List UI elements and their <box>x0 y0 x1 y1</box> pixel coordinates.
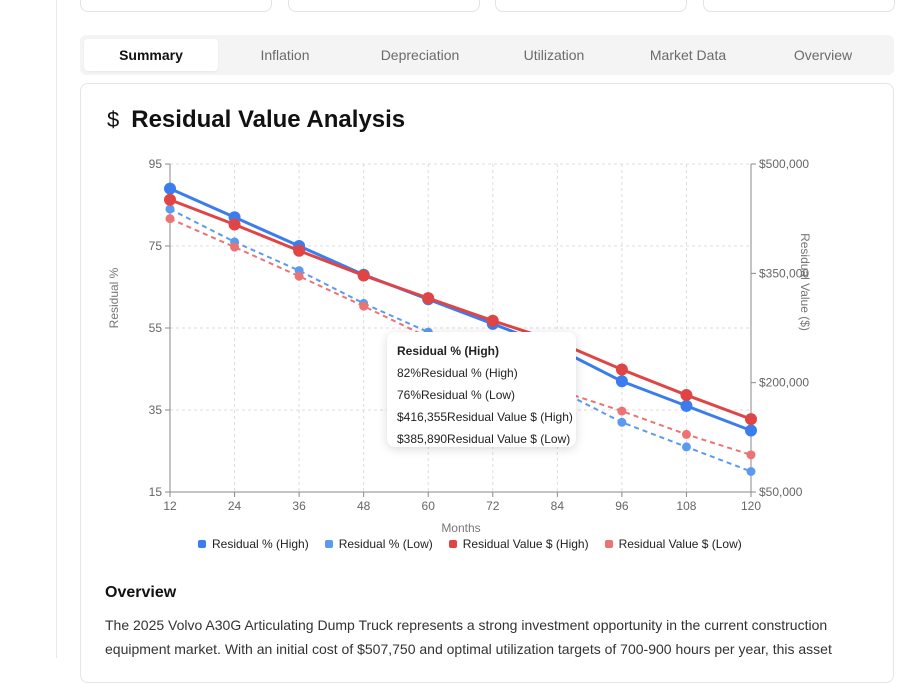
tab-summary[interactable]: Summary <box>84 39 218 71</box>
data-point <box>357 269 370 282</box>
data-point <box>680 389 693 402</box>
stat-card <box>703 0 895 12</box>
data-point <box>422 292 435 305</box>
card-title-text: Residual Value Analysis <box>131 106 406 133</box>
x-tick-label: 120 <box>741 499 761 513</box>
stat-card <box>495 0 687 12</box>
tooltip-title: Residual % (High) <box>397 344 500 358</box>
data-point <box>486 314 499 327</box>
tooltip-row: 82%Residual % (High) <box>397 366 518 380</box>
tooltip-row: $416,355Residual Value $ (High) <box>397 410 573 424</box>
x-tick-label: 84 <box>551 499 565 513</box>
x-tick-label: 12 <box>163 499 177 513</box>
data-point <box>230 242 240 252</box>
legend-swatch <box>448 540 457 548</box>
dollar-icon: $ <box>107 107 120 132</box>
overview-title: Overview <box>105 584 177 601</box>
x-tick-label: 96 <box>615 499 629 513</box>
y-left-tick-label: 35 <box>149 403 163 417</box>
legend-item[interactable]: Residual Value $ (Low) <box>604 536 742 552</box>
data-point <box>293 244 306 257</box>
tooltip-row: $385,890Residual Value $ (Low) <box>397 432 571 446</box>
data-point <box>615 363 628 376</box>
data-point <box>359 301 369 311</box>
tab-depreciation[interactable]: Depreciation <box>380 47 460 63</box>
data-point <box>165 214 175 224</box>
y-right-tick-label: $350,000 <box>759 266 809 280</box>
y-right-tick-label: $50,000 <box>759 485 803 499</box>
data-point <box>617 417 627 427</box>
chart-legend: Residual % (High) Residual % (Low) Residua… <box>198 536 758 552</box>
legend-item[interactable]: Residual Value $ (High) <box>448 536 589 552</box>
tab-bar: Summary Inflation Depreciation Utilizati… <box>80 35 894 75</box>
legend-item[interactable]: Residual % (High) <box>198 536 309 552</box>
tooltip-row: 76%Residual % (Low) <box>397 388 516 402</box>
x-tick-label: 108 <box>676 499 696 513</box>
legend-label: Residual % (Low) <box>338 537 433 551</box>
stat-card <box>80 0 272 12</box>
chart-tooltip: Residual % (High) 82%Residual % (High) 7… <box>387 332 576 447</box>
data-point <box>165 204 175 214</box>
data-point <box>681 442 691 452</box>
y-left-tick-label: 75 <box>149 239 163 253</box>
data-point <box>745 424 757 437</box>
data-point <box>746 450 756 460</box>
legend-item[interactable]: Residual % (Low) <box>324 536 433 552</box>
x-tick-label: 48 <box>357 499 371 513</box>
data-point <box>164 182 176 195</box>
data-point <box>680 399 693 412</box>
legend-swatch <box>604 540 613 548</box>
y-right-axis-label: Residual Value ($) <box>798 233 812 331</box>
overview-text: The 2025 Volvo A30G Articulating Dump Tr… <box>105 617 832 657</box>
x-tick-label: 36 <box>292 499 306 513</box>
data-point <box>617 406 627 416</box>
series-line-2 <box>169 198 752 421</box>
y-left-tick-label: 55 <box>149 321 163 335</box>
legend-label: Residual Value $ (High) <box>462 537 589 551</box>
series-line-1 <box>169 208 752 473</box>
y-right-tick-label: $500,000 <box>759 157 809 171</box>
tab-overview[interactable]: Overview <box>793 47 853 63</box>
data-point <box>681 429 691 439</box>
tab-inflation[interactable]: Inflation <box>260 47 310 63</box>
y-left-tick-label: 95 <box>149 157 163 171</box>
tab-utilization[interactable]: Utilization <box>523 47 585 63</box>
y-left-tick-label: 15 <box>149 485 163 499</box>
stat-card <box>288 0 480 12</box>
tab-market-data[interactable]: Market Data <box>649 47 727 63</box>
data-point <box>228 218 241 231</box>
data-point <box>746 467 756 476</box>
series-line-0 <box>169 187 752 432</box>
legend-swatch <box>324 540 333 548</box>
data-point <box>294 271 304 281</box>
legend-label: Residual % (High) <box>212 537 309 551</box>
legend-swatch <box>198 540 206 548</box>
data-point <box>615 375 628 388</box>
legend-label: Residual Value $ (Low) <box>618 537 742 551</box>
x-tick-label: 24 <box>228 499 242 513</box>
data-point <box>164 193 176 206</box>
y-left-axis-label: Residual % <box>107 267 121 328</box>
card-title: $ Residual Value Analysis <box>107 106 405 134</box>
x-tick-label: 72 <box>486 499 500 513</box>
x-axis-label: Months <box>441 521 480 535</box>
data-point <box>745 413 757 426</box>
y-right-tick-label: $200,000 <box>759 376 809 390</box>
x-tick-label: 60 <box>422 499 436 513</box>
